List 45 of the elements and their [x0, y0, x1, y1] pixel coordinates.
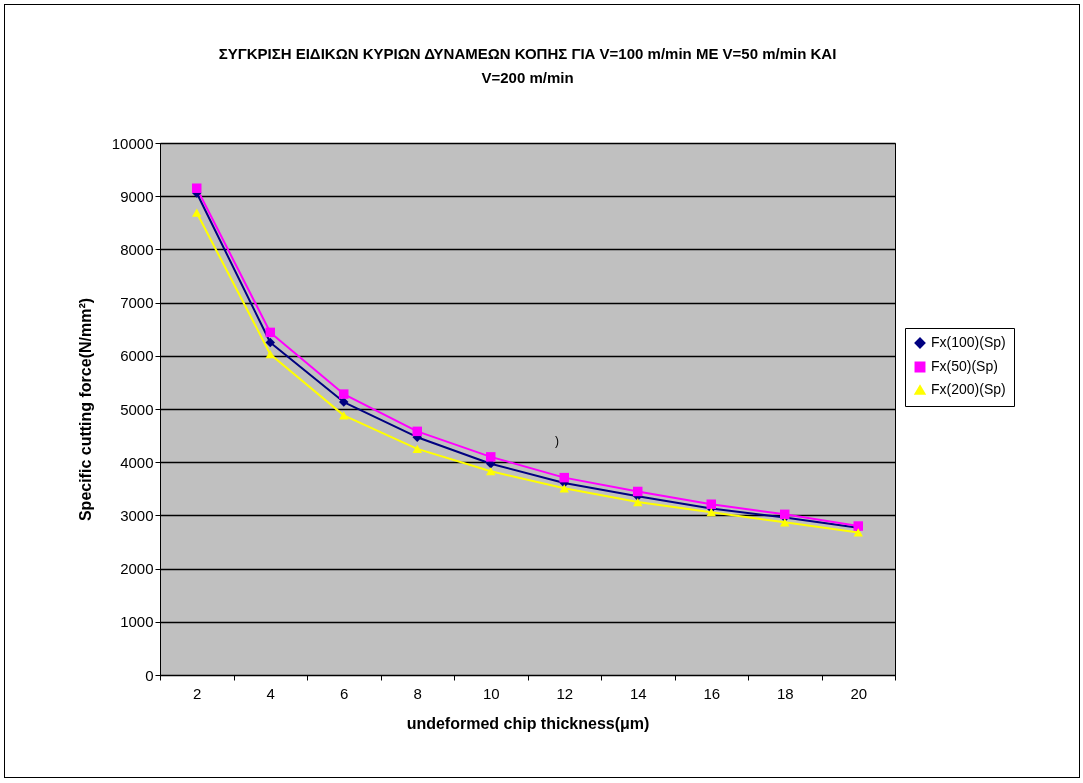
point — [706, 508, 716, 517]
point — [633, 486, 643, 497]
y-tick-label: 9000 — [120, 187, 154, 205]
x-tick-label: 10 — [482, 684, 500, 702]
x-tick-label: 14 — [629, 684, 647, 702]
annotation: ) — [555, 434, 559, 448]
x-tick-label: 2 — [193, 684, 202, 702]
x-tick-label: 6 — [340, 684, 349, 702]
point — [192, 208, 202, 217]
y-tick-label: 3000 — [120, 506, 154, 524]
point — [265, 350, 275, 359]
y-tick-label: 5000 — [120, 400, 154, 418]
legend-label: Fx(200)(Sp) — [931, 381, 1006, 397]
point — [486, 452, 496, 462]
y-tick-label: 6000 — [120, 347, 154, 365]
x-tick-label: 8 — [413, 684, 422, 702]
point — [192, 183, 202, 193]
y-tick-label: 0 — [145, 666, 154, 684]
point — [265, 337, 275, 348]
point — [339, 389, 349, 399]
point — [265, 327, 275, 338]
point — [706, 499, 716, 509]
x-tick-label: 20 — [850, 684, 868, 702]
point — [412, 444, 422, 454]
point — [412, 426, 422, 437]
x-tick-label: 16 — [703, 684, 721, 702]
y-tick-label: 4000 — [120, 453, 154, 471]
y-tick-label: 10000 — [111, 134, 154, 152]
y-tick-label: 2000 — [120, 560, 154, 578]
legend-label: Fx(50)(Sp) — [931, 358, 998, 374]
y-tick-label: 8000 — [120, 240, 154, 258]
y-tick-label: 7000 — [120, 294, 154, 312]
point — [559, 484, 569, 493]
x-tick-label: 4 — [266, 684, 275, 702]
chart-title: ΣΥΓΚΡΙΣΗ ΕΙΔΙΚΩΝ ΚΥΡΙΩΝ ΔΥΝΑΜΕΩΝ ΚΟΠΗΣ ΓΙΑ V=100 m/min ΜΕ V=50 m/min ΚΑΙ V=200 m/min — [218, 45, 837, 86]
x-axis-title: undeformed chip thickness(μm) — [406, 714, 650, 732]
point — [486, 467, 496, 476]
y-axis-title: Specific cutting force(N/mm²) — [76, 297, 94, 522]
y-tick-label: 1000 — [120, 613, 154, 631]
x-tick-label: 18 — [776, 684, 794, 702]
point — [559, 472, 569, 483]
point — [853, 528, 863, 537]
x-tick-label: 12 — [556, 684, 574, 702]
legend-label: Fx(100)(Sp) — [931, 334, 1006, 350]
point — [633, 497, 643, 507]
